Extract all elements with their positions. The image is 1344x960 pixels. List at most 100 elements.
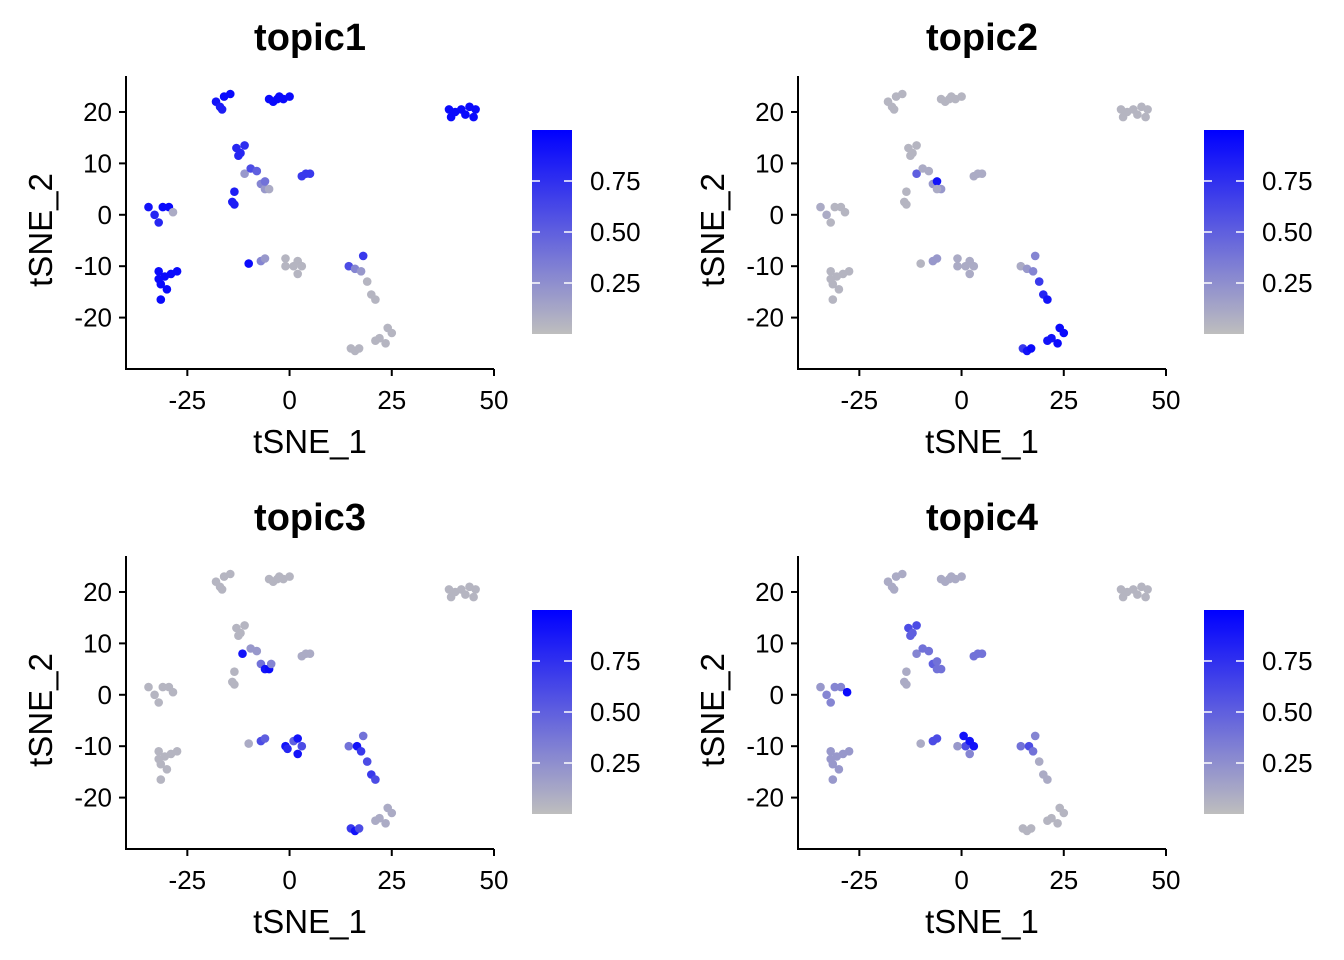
data-point (844, 747, 854, 756)
data-point (822, 690, 831, 700)
x-tick-label: -25 (169, 865, 207, 895)
data-point (898, 569, 907, 579)
data-point (977, 169, 987, 178)
y-tick-label: -20 (74, 783, 112, 813)
y-tick-label: 0 (770, 680, 784, 710)
x-tick-label: 50 (1152, 385, 1181, 415)
data-point (1030, 731, 1040, 741)
y-axis-title: tSNE_2 (22, 653, 59, 767)
chart-title: topic3 (254, 497, 366, 539)
x-ticks: -25 0 25 50 (841, 849, 1181, 895)
data-point (371, 816, 380, 825)
data-point (264, 184, 274, 194)
data-point (260, 254, 270, 263)
data-point (1028, 267, 1038, 276)
data-point (902, 667, 911, 676)
data-point (908, 148, 917, 158)
x-tick-label: 50 (480, 385, 509, 415)
panel-topic2: topic2 -25 0 25 50 20 10 0 -10 -20 tSNE_1 tSNE_… (694, 17, 1313, 460)
scatter-points (144, 89, 480, 356)
data-point (969, 261, 979, 271)
x-axis-title: tSNE_1 (925, 423, 1039, 460)
data-point (297, 261, 307, 271)
data-point (1059, 328, 1069, 338)
data-point (354, 344, 364, 353)
data-point (1143, 585, 1152, 594)
data-point (150, 210, 159, 220)
data-point (293, 734, 303, 743)
y-tick-label: 20 (83, 577, 112, 607)
data-point (932, 734, 942, 743)
data-point (154, 267, 163, 276)
x-tick-label: 0 (282, 865, 296, 895)
data-point (158, 682, 168, 692)
x-tick-label: -25 (841, 865, 879, 895)
data-point (471, 105, 480, 114)
data-point (1034, 757, 1044, 766)
data-point (240, 169, 249, 178)
y-tick-label: -10 (746, 731, 784, 761)
data-point (244, 739, 253, 748)
data-point (1133, 590, 1142, 599)
colorbar-tick-label: 0.50 (1262, 697, 1313, 727)
data-point (371, 295, 380, 304)
data-point (1141, 592, 1150, 602)
data-point (252, 166, 262, 176)
data-point (902, 680, 911, 689)
data-point (230, 200, 239, 209)
data-point (836, 682, 846, 692)
data-point (1053, 819, 1062, 828)
data-point (965, 269, 974, 279)
data-point (1143, 105, 1152, 114)
colorbar-tick-label: 0.25 (590, 748, 641, 778)
data-point (281, 254, 290, 263)
x-tick-label: -25 (169, 385, 207, 415)
data-point (945, 94, 954, 104)
data-point (371, 775, 380, 784)
panel-topic1: topic1 -25 0 25 50 20 10 0 -10 -20 tSNE_1 tSNE_… (22, 17, 641, 460)
y-tick-label: 10 (83, 148, 112, 178)
colorbar-tick-label: 0.75 (1262, 646, 1313, 676)
x-ticks: -25 0 25 50 (841, 369, 1181, 415)
y-tick-label: 20 (755, 97, 784, 127)
data-point (217, 585, 227, 594)
data-point (908, 628, 917, 638)
data-point (826, 754, 835, 764)
data-point (902, 187, 911, 196)
data-point (285, 572, 294, 581)
data-point (273, 94, 282, 104)
data-point (1034, 277, 1044, 286)
x-tick-label: 0 (954, 865, 968, 895)
data-point (354, 824, 364, 833)
y-tick-label: 0 (770, 200, 784, 230)
data-point (834, 765, 844, 774)
data-point (912, 169, 921, 178)
data-point (977, 649, 987, 658)
data-point (362, 757, 372, 766)
colorbar-ticks: 0.25 0.50 0.75 (532, 646, 641, 778)
data-point (358, 251, 368, 261)
x-tick-label: 50 (1152, 865, 1181, 895)
colorbar-ticks: 0.25 0.50 0.75 (532, 166, 641, 298)
data-point (902, 200, 911, 209)
data-point (230, 667, 239, 676)
data-point (381, 819, 390, 828)
data-point (144, 682, 153, 692)
x-axis-title: tSNE_1 (925, 903, 1039, 940)
chart-title: topic4 (926, 497, 1038, 539)
x-tick-label: 0 (954, 385, 968, 415)
data-point (260, 734, 270, 743)
data-point (297, 741, 307, 751)
data-point (461, 110, 470, 119)
data-point (826, 274, 835, 284)
data-point (1028, 747, 1038, 756)
data-point (469, 592, 478, 602)
data-point (144, 202, 153, 212)
data-point (156, 775, 166, 784)
data-point (240, 621, 249, 630)
y-tick-label: 20 (755, 577, 784, 607)
data-point (826, 218, 835, 227)
y-axis-title: tSNE_2 (694, 173, 731, 287)
data-point (356, 267, 366, 276)
data-point (924, 166, 934, 176)
